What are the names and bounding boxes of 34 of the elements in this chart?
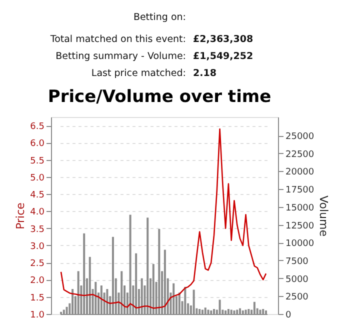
y2-tick-label: 5000 — [286, 274, 309, 285]
y2-tick-label: 20000 — [286, 168, 314, 178]
y2-tick-label: 2500 — [286, 292, 309, 303]
y-tick-label: 1.0 — [30, 310, 45, 320]
y-tick-label: 4.0 — [30, 208, 45, 218]
y2-tick-label: 7500 — [286, 256, 309, 267]
y2-tick-label: 10000 — [286, 239, 314, 250]
y-tick-label: 3.0 — [30, 242, 45, 252]
y2-tick-label: 25000 — [286, 132, 314, 142]
line-series — [60, 128, 267, 309]
text: Betting summary - Volume: — [56, 51, 186, 62]
y2-tick-label: 22500 — [286, 150, 314, 160]
chart-title: Price/Volume over time — [48, 87, 272, 107]
y2-axis-title: Volume — [317, 196, 330, 237]
text: £1,549,252 — [193, 51, 254, 62]
y-tick-label: 3.5 — [30, 224, 44, 235]
y-tick-label: 4.5 — [30, 190, 44, 201]
text: Betting on: — [133, 12, 186, 23]
text: £2,363,308 — [193, 34, 254, 45]
text: 2.18 — [193, 68, 217, 79]
y-tick-label: 6.0 — [30, 139, 45, 150]
y-axis-title: Price — [14, 202, 28, 230]
y2-tick-label: 17500 — [286, 186, 314, 196]
y-tick-label: 2.5 — [30, 259, 44, 270]
y-tick-label: 5.0 — [30, 173, 45, 184]
y-tick-label: 6.5 — [30, 122, 44, 132]
y-tick-label: 1.5 — [30, 293, 44, 304]
y2-tick-label: 0 — [286, 310, 292, 320]
y2-tick-label: 12500 — [286, 221, 314, 232]
text: Last price matched: — [91, 68, 186, 79]
text: Total matched on this event: — [49, 34, 186, 45]
y-tick-label: 5.5 — [30, 156, 44, 166]
y-tick-label: 2.0 — [30, 276, 45, 286]
y2-tick-label: 15000 — [286, 203, 314, 214]
